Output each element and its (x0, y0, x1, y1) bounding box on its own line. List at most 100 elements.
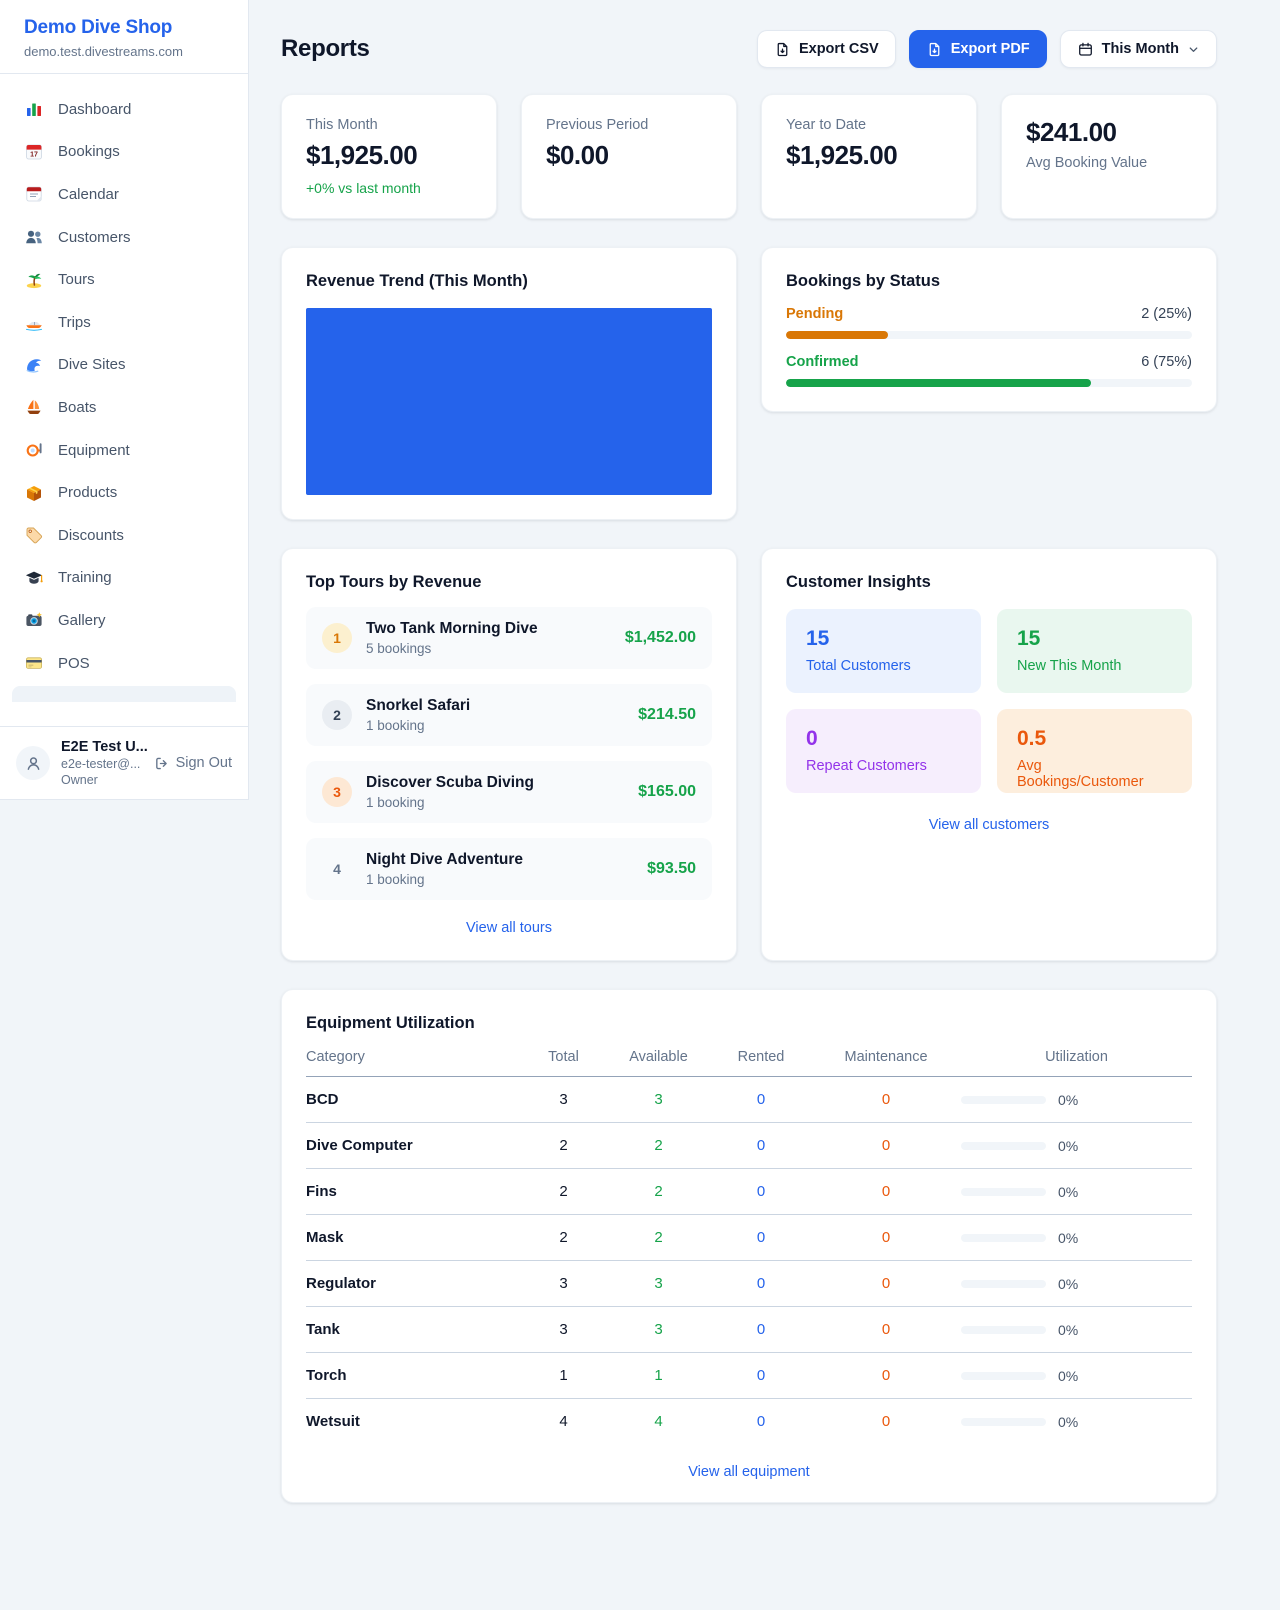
stat-card-previous-period: Previous Period $0.00 (521, 94, 737, 219)
sidebar-item-discounts[interactable]: Discounts (12, 514, 236, 557)
sign-out-button[interactable]: Sign Out (153, 755, 232, 772)
sidebar-item-boats[interactable]: Boats (12, 386, 236, 429)
insight-value: 15 (1017, 627, 1041, 650)
equipment-row-wetsuit: Wetsuit 4 4 0 0 0% (306, 1399, 1192, 1444)
status-list: Pending 2 (25%) Confirmed 6 (75%) (786, 306, 1192, 387)
top-tours-title: Top Tours by Revenue (306, 573, 482, 591)
status-progress-fill (786, 379, 1091, 387)
sign-out-icon (155, 757, 167, 769)
dive-sites-icon (24, 355, 44, 375)
stat-label: Previous Period (546, 117, 649, 133)
status-count: 6 (75%) (1141, 354, 1192, 370)
file-download-icon (777, 42, 788, 56)
user-panel: E2E Test U... e2e-tester@... Owner Sign … (0, 726, 248, 799)
sidebar-item-label: POS (58, 654, 90, 672)
view-all-tours-link[interactable]: View all tours (466, 920, 552, 936)
equipment-row-mask: Mask 2 2 0 0 0% (306, 1215, 1192, 1261)
pos-icon (24, 653, 44, 673)
view-all-customers-link[interactable]: View all customers (928, 817, 1050, 833)
sidebar-item-label: Dashboard (58, 100, 132, 118)
insight-value: 15 (806, 627, 830, 650)
sidebar-item-active-partial[interactable] (12, 686, 236, 703)
tour-row-snorkel-safari[interactable]: 2 Snorkel Safari 1 booking $214.50 (306, 684, 712, 746)
tour-bookings: 5 bookings (366, 641, 432, 656)
bookings-by-status-card: Bookings by Status Pending 2 (25%) Confi… (761, 247, 1217, 412)
equipment-table-body: BCD 3 3 0 0 0% Dive Computer 2 2 0 (306, 1077, 1192, 1444)
sidebar-item-customers[interactable]: Customers (12, 216, 236, 259)
sidebar-item-training[interactable]: Training (12, 557, 236, 600)
tour-row-night-dive-adventure[interactable]: 4 Night Dive Adventure 1 booking $93.50 (306, 838, 712, 900)
stat-label: Avg Booking Value (1026, 155, 1148, 171)
equipment-maintenance: 0 (881, 1091, 891, 1108)
sidebar-item-label: Equipment (58, 441, 130, 459)
sidebar-item-dive-sites[interactable]: Dive Sites (12, 344, 236, 387)
equipment-row-fins: Fins 2 2 0 0 0% (306, 1169, 1192, 1215)
stat-card-avg-booking-value: Avg Booking Value $241.00 (1001, 94, 1217, 219)
avatar (16, 746, 50, 780)
utilization-bar-track (961, 1371, 1046, 1380)
dashboard-icon (24, 99, 44, 119)
sidebar-item-dashboard[interactable]: Dashboard (12, 88, 236, 131)
utilization-percent: 0% (1058, 1183, 1079, 1200)
column-header-total: Total (548, 1049, 579, 1065)
view-all-equipment-link[interactable]: View all equipment (688, 1464, 810, 1480)
tour-row-discover-scuba-diving[interactable]: 3 Discover Scuba Diving 1 booking $165.0… (306, 761, 712, 823)
equipment-utilization-title: Equipment Utilization (306, 1014, 475, 1032)
equipment-category: Regulator (306, 1275, 377, 1292)
equipment-total: 2 (559, 1183, 568, 1200)
equipment-available: 2 (654, 1137, 663, 1154)
customers-icon (24, 227, 44, 247)
export-pdf-label: Export PDF (950, 41, 1030, 57)
tour-revenue: $1,452.00 (624, 629, 696, 646)
insight-value: 0 (806, 727, 818, 750)
equipment-maintenance: 0 (881, 1229, 891, 1246)
utilization-bar-track (961, 1417, 1046, 1426)
equipment-total: 4 (559, 1413, 568, 1430)
user-email: e2e-tester@... (61, 757, 141, 771)
utilization-bar-track (961, 1279, 1046, 1288)
equipment-category: BCD (306, 1091, 339, 1108)
sidebar-item-bookings[interactable]: 17 Bookings (12, 131, 236, 174)
sidebar-item-equipment[interactable]: Equipment (12, 429, 236, 472)
products-icon (24, 483, 44, 503)
sidebar-item-calendar[interactable]: Calendar (12, 173, 236, 216)
equipment-maintenance: 0 (881, 1275, 891, 1292)
equipment-maintenance: 0 (881, 1321, 891, 1338)
shop-name: Demo Dive Shop (24, 17, 173, 38)
period-dropdown[interactable]: This Month (1059, 30, 1217, 68)
insight-label: Avg Bookings/Customer (1017, 758, 1144, 790)
sidebar-item-label: Dive Sites (58, 356, 126, 374)
utilization-percent: 0% (1058, 1275, 1079, 1292)
boats-icon (24, 397, 44, 417)
utilization-bar-track (961, 1187, 1046, 1196)
tour-name: Night Dive Adventure (366, 851, 524, 868)
equipment-maintenance: 0 (881, 1413, 891, 1430)
sign-out-label: Sign Out (175, 755, 232, 771)
tour-row-two-tank-morning-dive[interactable]: 1 Two Tank Morning Dive 5 bookings $1,45… (306, 607, 712, 669)
sidebar-item-trips[interactable]: Trips (12, 301, 236, 344)
equipment-total: 3 (559, 1321, 568, 1338)
sidebar-item-tours[interactable]: Tours (12, 258, 236, 301)
page-title: Reports (281, 35, 370, 62)
revenue-trend-title: Revenue Trend (This Month) (306, 272, 528, 290)
equipment-maintenance: 0 (881, 1367, 891, 1384)
utilization-percent: 0% (1058, 1321, 1079, 1338)
equipment-row-dive-computer: Dive Computer 2 2 0 0 0% (306, 1123, 1192, 1169)
tour-revenue: $93.50 (647, 860, 696, 877)
equipment-category: Dive Computer (306, 1137, 413, 1154)
tour-bookings: 1 booking (366, 872, 425, 887)
tour-name: Discover Scuba Diving (366, 774, 534, 791)
sidebar-item-pos[interactable]: POS (12, 642, 236, 685)
insight-label: New This Month (1017, 658, 1122, 674)
export-pdf-button[interactable]: Export PDF (908, 30, 1047, 68)
stat-value: $241.00 (1026, 117, 1117, 147)
stat-value: $0.00 (546, 140, 609, 170)
insight-label: Total Customers (806, 658, 911, 674)
equipment-total: 2 (559, 1137, 568, 1154)
sidebar-item-products[interactable]: Products (12, 471, 236, 514)
equipment-utilization-card: Equipment Utilization Category Total Avail… (281, 989, 1217, 1503)
utilization-percent: 0% (1058, 1413, 1079, 1430)
sidebar-item-gallery[interactable]: Gallery (12, 599, 236, 642)
export-csv-button[interactable]: Export CSV (756, 30, 896, 68)
stat-value: $1,925.00 (786, 140, 898, 170)
